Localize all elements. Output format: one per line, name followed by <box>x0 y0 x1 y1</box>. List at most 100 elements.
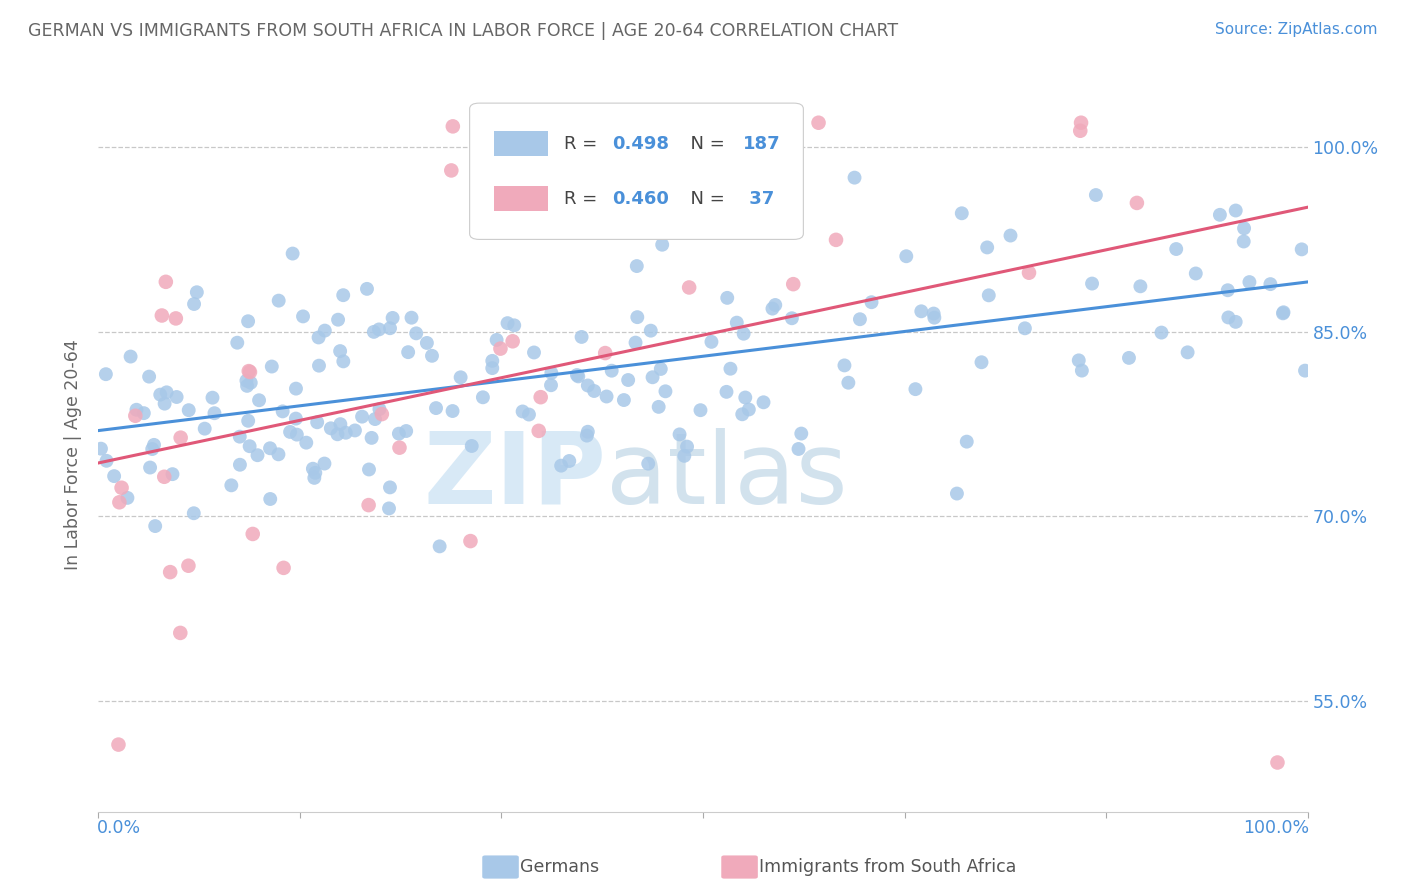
Point <box>235 374 257 388</box>
Point <box>429 540 451 554</box>
Point <box>159 565 181 579</box>
Point <box>169 431 191 445</box>
Point <box>860 295 883 310</box>
Point <box>238 364 260 378</box>
Point <box>371 407 394 421</box>
Point <box>229 458 252 472</box>
Text: 37: 37 <box>742 190 775 208</box>
Point <box>613 392 636 407</box>
Point <box>308 359 330 373</box>
Point <box>177 403 200 417</box>
Point <box>752 395 775 409</box>
Point <box>910 304 932 318</box>
Point <box>242 527 264 541</box>
Point <box>117 491 139 505</box>
Point <box>285 382 308 396</box>
Point <box>259 442 281 456</box>
Point <box>416 335 439 350</box>
Point <box>271 404 294 418</box>
Point <box>360 431 382 445</box>
Point <box>335 425 357 440</box>
Point <box>512 404 534 418</box>
Point <box>720 361 742 376</box>
Point <box>731 407 754 421</box>
Point <box>108 495 131 509</box>
Text: Immigrants from South Africa: Immigrants from South Africa <box>759 858 1017 876</box>
Point <box>138 369 160 384</box>
Point <box>924 310 946 325</box>
Point <box>332 288 354 302</box>
Point <box>396 345 419 359</box>
Point <box>295 435 318 450</box>
Point <box>149 387 172 401</box>
Point <box>1129 279 1152 293</box>
Point <box>259 491 281 506</box>
Point <box>1272 305 1295 319</box>
Point <box>716 291 738 305</box>
Point <box>540 366 562 380</box>
Point <box>169 626 191 640</box>
Point <box>922 307 945 321</box>
Point <box>673 449 696 463</box>
Point <box>678 280 700 294</box>
Point <box>950 206 973 220</box>
Point <box>1084 188 1107 202</box>
Point <box>1069 124 1091 138</box>
Point <box>314 457 336 471</box>
Point <box>946 486 969 500</box>
Point <box>700 334 723 349</box>
Point <box>904 382 927 396</box>
Point <box>120 350 142 364</box>
Point <box>143 519 166 533</box>
Point <box>527 424 550 438</box>
Point <box>734 391 756 405</box>
Y-axis label: In Labor Force | Age 20-64: In Labor Force | Age 20-64 <box>65 340 83 570</box>
Point <box>502 116 524 130</box>
Point <box>329 344 352 359</box>
Point <box>236 379 259 393</box>
Point <box>1067 353 1090 368</box>
Point <box>530 390 553 404</box>
Point <box>94 367 117 381</box>
Point <box>1000 228 1022 243</box>
Point <box>1225 203 1247 218</box>
Point <box>90 442 112 456</box>
Point <box>1218 310 1240 325</box>
Point <box>1150 326 1173 340</box>
Point <box>103 469 125 483</box>
Text: N =: N = <box>679 135 730 153</box>
Point <box>503 318 526 333</box>
Point <box>593 346 616 360</box>
Text: atlas: atlas <box>606 428 848 524</box>
Point <box>837 376 859 390</box>
Point <box>356 282 378 296</box>
Point <box>238 414 260 428</box>
Point <box>110 481 132 495</box>
Point <box>441 404 464 418</box>
Point <box>825 233 848 247</box>
Point <box>575 428 598 442</box>
Point <box>405 326 427 341</box>
Point <box>460 534 482 549</box>
Point <box>352 409 374 424</box>
Point <box>183 506 205 520</box>
Point <box>1070 363 1092 377</box>
Point <box>567 369 589 384</box>
Point <box>956 434 979 449</box>
Point <box>273 561 295 575</box>
Point <box>107 738 129 752</box>
Point <box>1118 351 1140 365</box>
Point <box>699 198 721 212</box>
Point <box>236 314 259 328</box>
Point <box>600 364 623 378</box>
Point <box>357 462 380 476</box>
Point <box>595 390 617 404</box>
Point <box>304 466 326 480</box>
FancyBboxPatch shape <box>470 103 803 239</box>
Point <box>1209 208 1232 222</box>
Point <box>278 425 301 439</box>
Point <box>1014 321 1036 335</box>
Text: 187: 187 <box>742 135 780 153</box>
Point <box>368 402 391 417</box>
Point <box>307 415 329 429</box>
